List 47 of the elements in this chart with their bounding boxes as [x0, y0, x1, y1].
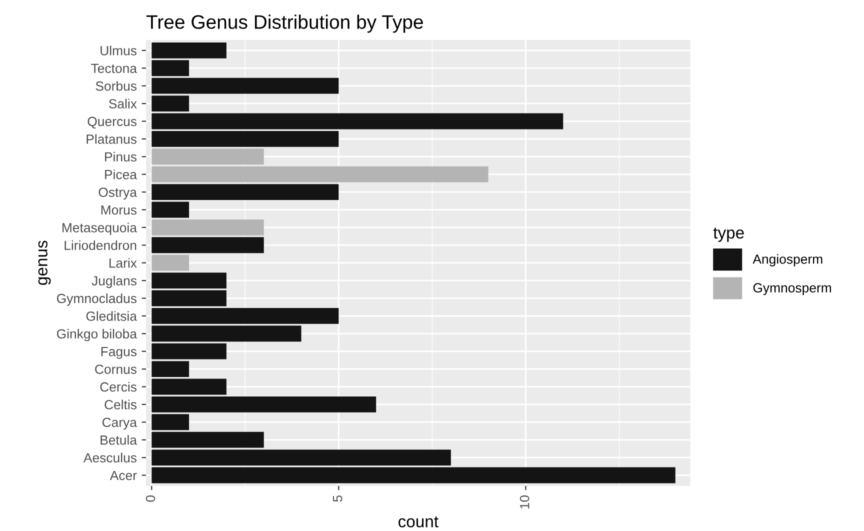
- y-tick-label: Ginkgo biloba: [56, 328, 137, 342]
- x-tick-label: 0: [146, 495, 156, 502]
- y-axis-title: genus: [38, 240, 51, 285]
- x-axis-title: count: [398, 516, 438, 528]
- y-tick-label: Cornus: [95, 364, 137, 374]
- y-tick-label: Juglans: [92, 276, 137, 288]
- y-tick-label: Sorbus: [96, 81, 137, 91]
- y-tick-label: Metasequoia: [62, 222, 137, 235]
- y-tick-label: Celtis: [104, 400, 137, 410]
- y-tick-label: Platanus: [86, 134, 137, 144]
- bar: [152, 166, 488, 182]
- x-tick-label: 10: [520, 495, 530, 509]
- bar: [152, 237, 264, 254]
- y-tick-label: Cercis: [100, 382, 137, 392]
- bar: [152, 254, 190, 271]
- bar: [152, 202, 190, 218]
- legend-label: Angiosperm: [752, 254, 822, 266]
- chart-title: Tree Genus Distribution by Type: [146, 14, 423, 33]
- y-tick-label: Ulmus: [100, 46, 137, 56]
- y-tick-label: Tectona: [91, 64, 137, 74]
- legend-title: type: [713, 228, 744, 242]
- bar: [152, 148, 264, 165]
- bar: [152, 184, 339, 200]
- bar: [152, 219, 264, 236]
- bar: [152, 290, 226, 306]
- y-tick-label: Picea: [105, 170, 137, 180]
- y-tick-label: Morus: [101, 205, 137, 215]
- y-tick-label: Ostrya: [98, 188, 137, 200]
- y-tick-label: Larix: [109, 258, 137, 268]
- y-tick-label: Betula: [100, 435, 137, 445]
- y-tick-label: Acer: [110, 470, 137, 480]
- y-tick-label: Gleditsia: [86, 311, 137, 321]
- bar: [152, 467, 676, 484]
- legend-label: Gymnosperm: [753, 283, 831, 296]
- y-tick-label: Liriodendron: [64, 240, 136, 250]
- y-tick-label: Carya: [102, 418, 137, 430]
- y-tick-label: Gymnocladus: [56, 293, 137, 306]
- y-tick-label: Pinus: [105, 152, 137, 162]
- bar: [152, 130, 339, 147]
- bar: [152, 113, 564, 130]
- bar: [152, 272, 226, 289]
- bar: [152, 378, 226, 395]
- y-tick-label: Fagus: [101, 347, 137, 359]
- x-tick-label: 5: [333, 495, 342, 502]
- y-tick-label: Salix: [108, 98, 137, 108]
- y-tick-label: Aesculus: [83, 452, 137, 462]
- y-tick-label: Quercus: [88, 116, 137, 129]
